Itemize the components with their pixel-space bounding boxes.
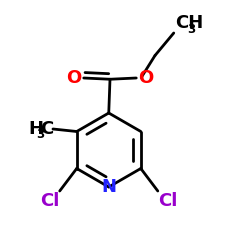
Text: O: O	[66, 69, 82, 87]
Text: H: H	[28, 120, 44, 138]
Text: 3: 3	[188, 23, 196, 36]
Text: 3: 3	[36, 128, 45, 140]
Text: O: O	[138, 69, 154, 87]
Text: N: N	[101, 178, 116, 196]
Text: CH: CH	[175, 14, 203, 32]
Text: C: C	[40, 120, 53, 138]
Text: Cl: Cl	[40, 192, 59, 210]
Text: Cl: Cl	[158, 192, 178, 210]
